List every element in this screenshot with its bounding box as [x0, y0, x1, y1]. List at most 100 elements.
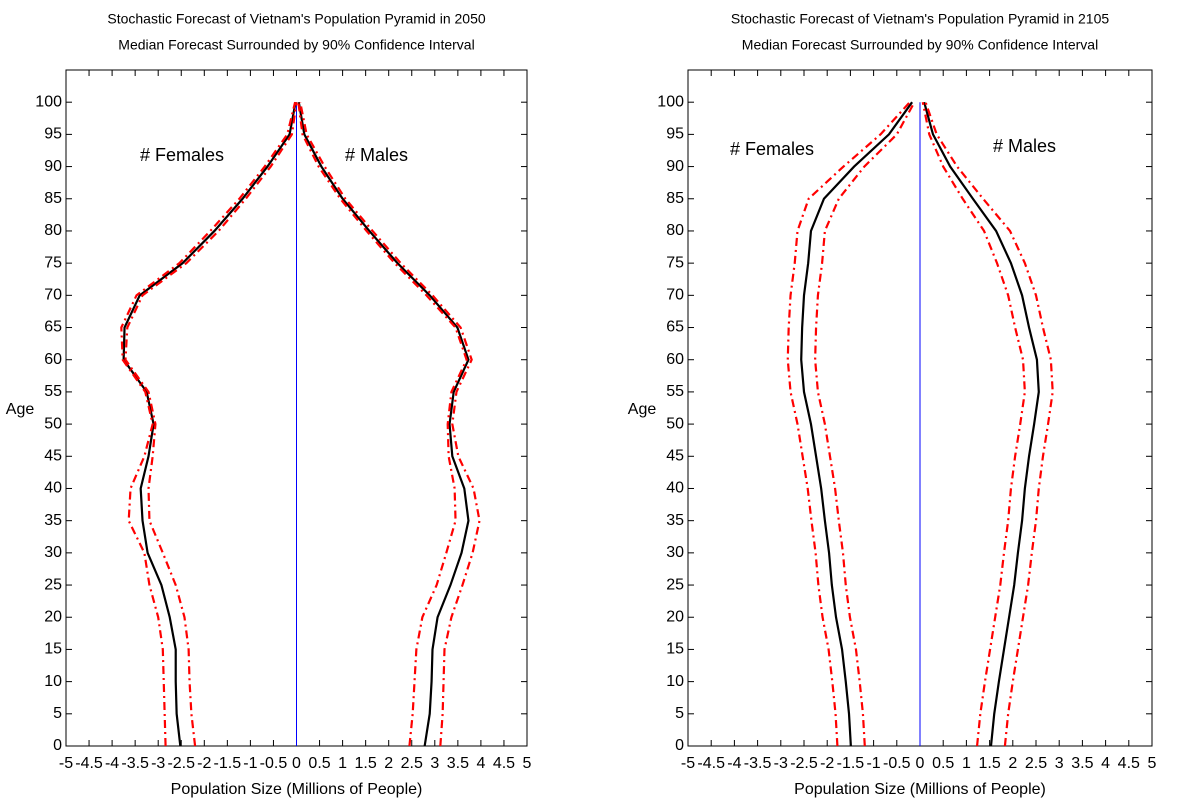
x-tick-label: -2.5	[790, 755, 818, 772]
y-tick-label: 90	[666, 158, 684, 175]
annotation: # Males	[993, 136, 1056, 156]
series-line	[786, 101, 911, 747]
series-line	[297, 102, 470, 747]
x-tick-label: -1.5	[837, 755, 865, 772]
chart-subtitle: Median Forecast Surrounded by 90% Confid…	[742, 37, 1098, 53]
x-tick-label: -3	[151, 755, 165, 772]
y-tick-label: 95	[44, 126, 62, 143]
y-tick-label: 100	[657, 93, 684, 110]
x-tick-label: 1.5	[355, 755, 377, 772]
x-tick-label: 2	[384, 755, 393, 772]
x-tick-label: 1	[338, 755, 347, 772]
x-tick-label: -1	[243, 755, 257, 772]
chart-title: Stochastic Forecast of Vietnam's Populat…	[731, 11, 1109, 27]
y-tick-label: 10	[44, 673, 62, 690]
y-tick-label: 25	[666, 576, 684, 593]
x-tick-label: -5	[59, 755, 73, 772]
series-line	[924, 101, 1054, 747]
y-tick-label: 5	[675, 705, 684, 722]
x-axis-label: Population Size (Millions of People)	[794, 781, 1046, 798]
chart-title: Stochastic Forecast of Vietnam's Populat…	[107, 11, 485, 27]
x-tick-label: 3.5	[447, 755, 469, 772]
x-tick-label: -4.5	[75, 755, 103, 772]
x-tick-label: -1	[866, 755, 880, 772]
x-tick-label: 0	[292, 755, 301, 772]
x-tick-label: -3.5	[121, 755, 149, 772]
y-tick-label: 60	[44, 351, 62, 368]
y-tick-label: 95	[666, 126, 684, 143]
y-tick-label: 40	[666, 480, 684, 497]
y-tick-label: 85	[666, 190, 684, 207]
y-tick-label: 55	[44, 383, 62, 400]
annotation: # Females	[140, 145, 224, 165]
series-line	[122, 101, 297, 747]
series-line	[297, 102, 468, 747]
x-tick-label: -1.5	[214, 755, 242, 772]
x-tick-label: 3	[1055, 755, 1064, 772]
x-tick-label: -3.5	[744, 755, 772, 772]
y-tick-label: 75	[666, 254, 684, 271]
x-tick-label: -2	[820, 755, 834, 772]
y-tick-label: 85	[44, 190, 62, 207]
x-tick-label: 2	[1008, 755, 1017, 772]
series-line	[814, 101, 916, 747]
x-axis-label: Population Size (Millions of People)	[171, 781, 423, 798]
x-tick-label: -0.5	[883, 755, 911, 772]
y-tick-label: 20	[44, 608, 62, 625]
y-tick-label: 60	[666, 351, 684, 368]
y-tick-label: 45	[44, 448, 62, 465]
x-tick-label: 4	[476, 755, 485, 772]
annotation: # Males	[345, 145, 408, 165]
y-tick-label: 15	[44, 641, 62, 658]
series-line	[800, 101, 914, 747]
x-tick-label: 5	[1148, 755, 1157, 772]
y-tick-label: 70	[666, 287, 684, 304]
y-tick-label: 5	[53, 705, 62, 722]
y-tick-label: 0	[53, 737, 62, 754]
y-tick-label: 90	[44, 158, 62, 175]
y-tick-label: 70	[44, 287, 62, 304]
x-tick-label: -4	[105, 755, 119, 772]
series-line	[124, 102, 298, 747]
x-tick-label: 0.5	[308, 755, 330, 772]
y-tick-label: 30	[666, 544, 684, 561]
x-tick-label: 2.5	[1025, 755, 1047, 772]
y-tick-label: 35	[666, 512, 684, 529]
y-axis-label: Age	[6, 401, 35, 418]
x-tick-label: 1	[962, 755, 971, 772]
y-tick-label: 65	[666, 319, 684, 336]
y-tick-label: 15	[666, 641, 684, 658]
y-tick-label: 65	[44, 319, 62, 336]
x-tick-label: 5	[523, 755, 532, 772]
x-tick-label: -3	[774, 755, 788, 772]
y-tick-label: 80	[666, 222, 684, 239]
y-tick-label: 0	[675, 737, 684, 754]
annotation: # Females	[730, 139, 814, 159]
x-tick-label: 4	[1101, 755, 1110, 772]
x-tick-label: 0	[916, 755, 925, 772]
series-line	[120, 101, 297, 747]
chart-subtitle: Median Forecast Surrounded by 90% Confid…	[118, 37, 474, 53]
x-tick-label: -0.5	[260, 755, 288, 772]
x-tick-label: 2.5	[401, 755, 423, 772]
y-tick-label: 25	[44, 576, 62, 593]
x-tick-label: -4.5	[697, 755, 725, 772]
x-tick-label: -2.5	[167, 755, 195, 772]
y-tick-label: 75	[44, 254, 62, 271]
y-tick-label: 45	[666, 448, 684, 465]
y-tick-label: 80	[44, 222, 62, 239]
x-tick-label: 3.5	[1071, 755, 1093, 772]
series-line	[921, 101, 1026, 747]
y-tick-label: 20	[666, 608, 684, 625]
x-tick-label: 4.5	[493, 755, 515, 772]
y-tick-label: 50	[44, 415, 62, 432]
x-tick-label: -5	[681, 755, 695, 772]
y-tick-label: 50	[666, 415, 684, 432]
y-tick-label: 30	[44, 544, 62, 561]
series-line	[299, 101, 481, 747]
y-tick-label: 40	[44, 480, 62, 497]
series-line	[923, 101, 1040, 747]
x-tick-label: 0.5	[932, 755, 954, 772]
y-tick-label: 35	[44, 512, 62, 529]
